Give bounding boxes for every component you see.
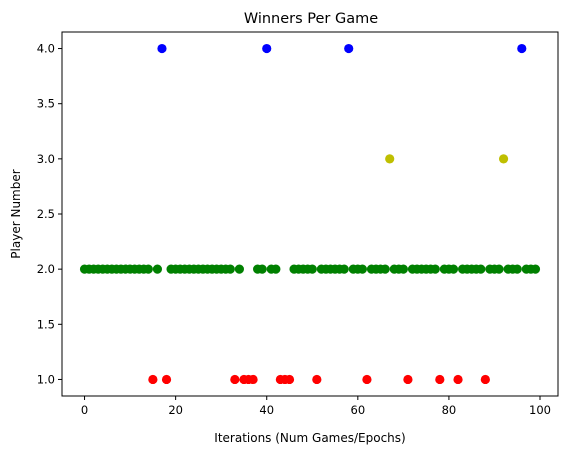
data-point <box>494 264 504 274</box>
data-point <box>498 154 509 164</box>
data-point <box>448 264 459 274</box>
y-tick-label: 1.0 <box>37 372 55 386</box>
data-point <box>435 374 445 385</box>
y-tick-label: 2.0 <box>37 262 55 276</box>
data-point <box>517 43 527 54</box>
data-point <box>357 264 367 274</box>
data-point <box>530 264 541 274</box>
data-point <box>257 264 267 274</box>
data-point <box>385 154 395 164</box>
data-point <box>512 264 522 274</box>
data-point <box>284 374 295 385</box>
data-point <box>403 374 413 385</box>
data-point <box>339 264 349 274</box>
x-tick-label: 40 <box>259 403 274 417</box>
data-point <box>234 264 244 274</box>
x-tick-label: 100 <box>529 403 551 417</box>
data-point <box>230 374 240 385</box>
y-tick-label: 1.5 <box>37 317 55 331</box>
x-tick-label: 20 <box>168 403 183 417</box>
data-point <box>161 374 172 385</box>
y-tick-label: 3.0 <box>37 152 55 166</box>
x-tick-label: 60 <box>351 403 366 417</box>
chart-title: Winners Per Game <box>244 11 378 27</box>
data-point <box>271 264 281 274</box>
data-point <box>398 264 408 274</box>
data-point <box>362 374 372 385</box>
data-point <box>248 374 258 385</box>
x-tick-label: 0 <box>81 403 88 417</box>
data-point <box>480 374 490 385</box>
y-tick-label: 3.5 <box>37 97 55 111</box>
y-tick-label: 4.0 <box>37 42 55 56</box>
x-axis-ticks: 0 20 40 60 80 100 <box>81 396 551 417</box>
data-point <box>453 374 463 385</box>
x-tick-label: 80 <box>442 403 457 417</box>
data-point <box>430 264 440 274</box>
x-axis-label: Iterations (Num Games/Epochs) <box>214 431 405 445</box>
data-point <box>380 264 390 274</box>
y-axis-label: Player Number <box>9 169 23 258</box>
data-points <box>79 43 541 385</box>
y-tick-label: 2.5 <box>37 207 55 221</box>
data-point <box>157 43 167 54</box>
data-point <box>312 374 322 385</box>
data-point <box>143 264 153 274</box>
y-axis-ticks: 1.0 1.5 2.0 2.5 3.0 3.5 4.0 <box>37 42 62 386</box>
data-point <box>152 264 163 274</box>
data-point <box>148 374 158 385</box>
plot-frame <box>61 31 559 397</box>
data-point <box>262 43 272 54</box>
data-point <box>476 264 486 274</box>
data-point <box>344 43 354 54</box>
data-point <box>307 264 317 274</box>
data-point <box>225 264 235 274</box>
